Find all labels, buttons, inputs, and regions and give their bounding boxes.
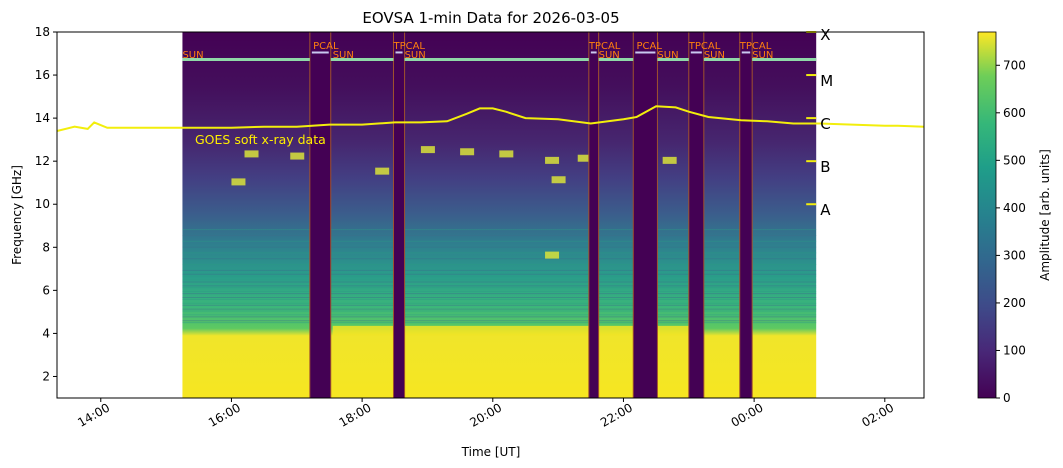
spectrogram-burst: [375, 167, 390, 175]
goes-class-markers: A B C M X: [806, 26, 833, 219]
y-tick-label: 16: [35, 68, 50, 82]
y-tick-label: 8: [42, 240, 50, 254]
y-axis: 2 4 6 8 10 12 14 16 18: [35, 25, 57, 383]
goes-class-label: A: [820, 201, 831, 219]
scan-label: SUN: [405, 50, 426, 61]
scan-label: SUN: [657, 50, 678, 61]
scan-label: SUN: [182, 50, 203, 61]
calibration-gap: [588, 32, 599, 398]
x-tick-label: 14:00: [75, 400, 112, 429]
x-tick-label: 16:00: [206, 400, 243, 429]
spectrogram: [182, 32, 817, 398]
spectrogram-band: [332, 325, 689, 336]
calibration-gap: [739, 32, 753, 398]
spectrogram-burst: [420, 146, 435, 154]
goes-class-label: C: [820, 115, 830, 133]
spectrogram-burst: [244, 150, 259, 158]
colorbar: [977, 31, 997, 399]
colorbar-tick-label: 600: [1003, 106, 1026, 120]
scan-label: SUN: [704, 50, 725, 61]
spectrogram-burst: [231, 178, 246, 186]
scan-label: PCAL: [313, 41, 339, 52]
colorbar-label: Amplitude [arb. units]: [1038, 149, 1052, 281]
colorbar-tick-label: 200: [1003, 296, 1026, 310]
calibration-gap: [633, 32, 658, 398]
x-tick-label: 20:00: [467, 400, 504, 429]
y-tick-label: 10: [35, 197, 50, 211]
y-tick-label: 18: [35, 25, 50, 39]
scan-label: SUN: [333, 50, 354, 61]
spectrogram-body: [182, 32, 817, 398]
colorbar-tick-label: 100: [1003, 343, 1026, 357]
plot-frame: [56, 31, 925, 399]
scan-label: TPCAL: [588, 41, 621, 52]
spectrogram-burst: [460, 148, 475, 156]
calibration-gap: [688, 32, 704, 398]
y-axis-label: Frequency [GHz]: [10, 165, 24, 265]
calibration-gap: [309, 32, 331, 398]
goes-class-label: X: [820, 26, 830, 44]
goes-class-label: B: [820, 158, 830, 176]
scan-label: TPCAL: [392, 41, 425, 52]
spectrogram-burst: [551, 176, 566, 184]
spectrogram-burst: [545, 156, 560, 164]
x-tick-label: 18:00: [337, 400, 374, 429]
y-tick-label: 4: [42, 326, 50, 340]
spectrogram-burst: [499, 150, 514, 158]
x-axis: 14:00 16:00 18:00 20:00 22:00 00:00 02:00: [75, 398, 896, 430]
colorbar-tick-label: 300: [1003, 248, 1026, 262]
x-axis-label: Time [UT]: [461, 445, 521, 459]
spectrogram-burst: [577, 154, 592, 162]
goes-class-label: M: [820, 72, 833, 90]
spectrogram-burst: [290, 152, 305, 160]
y-tick-label: 2: [42, 369, 50, 383]
colorbar-tick-label: 0: [1003, 391, 1011, 405]
scan-label: SUN: [752, 50, 773, 61]
colorbar-tick-label: 500: [1003, 153, 1026, 167]
y-tick-label: 12: [35, 154, 50, 168]
colorbar-ticks: 0 100 200 300 400 500 600 700: [996, 58, 1026, 405]
x-tick-label: 00:00: [729, 400, 766, 429]
scan-layer: SUNPCALSUNTPCALSUNTPCALSUNPCALSUNTPCALSU…: [182, 32, 817, 398]
goes-label: GOES soft x-ray data: [195, 132, 326, 147]
scan-label: SUN: [599, 50, 620, 61]
y-tick-label: 14: [35, 111, 50, 125]
scan-label: TPCAL: [739, 41, 772, 52]
x-tick-label: 02:00: [859, 400, 896, 429]
goes-series-line: [56, 105, 925, 132]
colorbar-tick-label: 700: [1003, 58, 1026, 72]
colorbar-tick-label: 400: [1003, 201, 1026, 215]
scan-label: PCAL: [637, 41, 663, 52]
y-tick-label: 6: [42, 283, 50, 297]
calibration-gap: [393, 32, 405, 398]
spectrogram-burst: [545, 251, 560, 259]
chart-title: EOVSA 1-min Data for 2026-03-05: [362, 9, 619, 27]
x-tick-label: 22:00: [598, 400, 635, 429]
spectrogram-burst: [662, 156, 677, 164]
scan-label: TPCAL: [688, 41, 721, 52]
